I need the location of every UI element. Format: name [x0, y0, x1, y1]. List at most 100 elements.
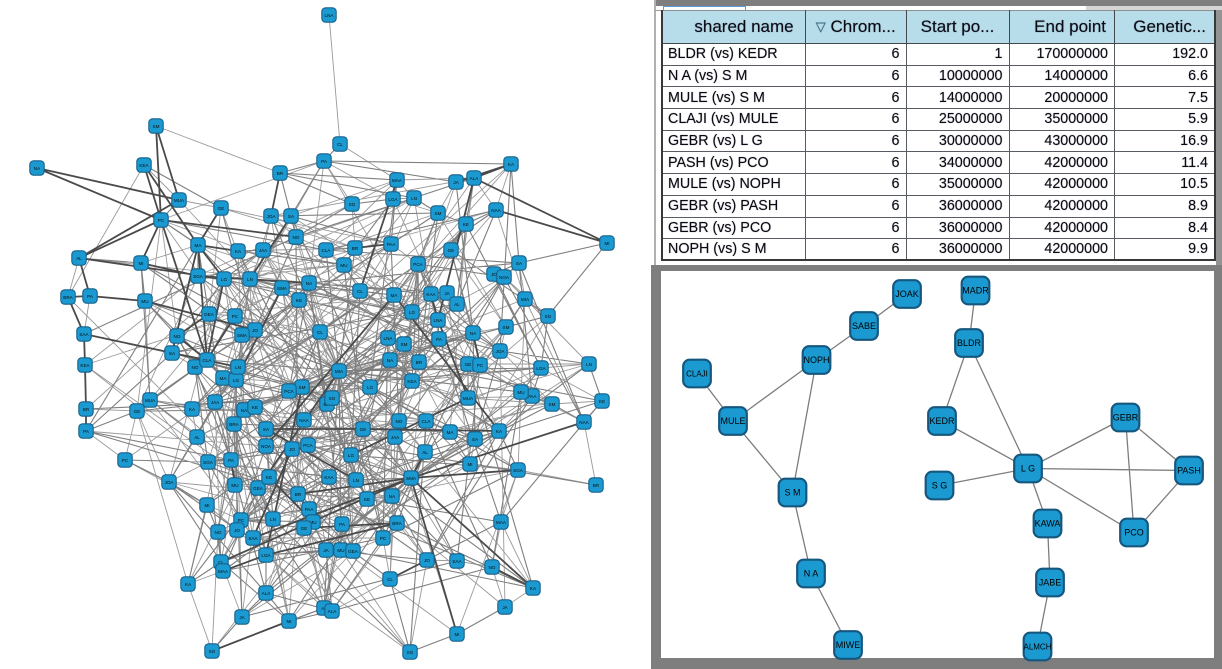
svg-text:SA: SA [263, 427, 270, 432]
svg-text:KA: KA [508, 162, 515, 167]
svg-text:SGA: SGA [203, 460, 214, 465]
svg-text:JA: JA [323, 548, 329, 553]
svg-text:SA: SA [516, 261, 523, 266]
svg-text:BR: BR [416, 360, 423, 365]
svg-text:KE: KE [252, 405, 258, 410]
svg-text:ALA: ALA [328, 609, 338, 614]
svg-text:MU: MU [337, 548, 344, 553]
svg-text:ALA: ALA [470, 176, 480, 181]
svg-text:PASH: PASH [1177, 466, 1201, 476]
svg-text:SG: SG [329, 396, 336, 401]
svg-text:MAA: MAA [218, 569, 229, 574]
svg-text:JO: JO [491, 272, 497, 277]
svg-text:SA: SA [472, 437, 479, 442]
svg-text:JA: JA [502, 605, 508, 610]
svg-text:N A: N A [804, 569, 819, 579]
svg-text:SMA: SMA [277, 286, 288, 291]
svg-text:PA: PA [339, 522, 346, 527]
svg-text:NA: NA [387, 358, 394, 363]
svg-text:BRA: BRA [63, 295, 73, 300]
svg-text:KAA: KAA [426, 292, 436, 297]
svg-text:LN: LN [411, 196, 417, 201]
svg-text:PAA: PAA [528, 394, 538, 399]
svg-text:LN: LN [353, 478, 359, 483]
svg-text:MUA: MUA [145, 398, 156, 403]
svg-text:MUA: MUA [463, 396, 474, 401]
svg-text:SGA: SGA [193, 274, 204, 279]
svg-text:MIWE: MIWE [836, 640, 861, 650]
svg-text:KA: KA [530, 586, 537, 591]
svg-text:SM: SM [435, 211, 442, 216]
svg-text:NOA: NOA [261, 444, 272, 449]
svg-text:GE: GE [360, 427, 367, 432]
svg-text:GE: GE [448, 248, 455, 253]
svg-text:AL: AL [194, 435, 200, 440]
svg-text:CLA: CLA [322, 248, 332, 253]
svg-text:PA: PA [436, 337, 443, 342]
svg-text:MI: MI [286, 619, 291, 624]
svg-text:MI: MI [604, 241, 609, 246]
svg-text:PA: PA [87, 294, 94, 299]
svg-text:MA: MA [391, 293, 399, 298]
svg-text:S M: S M [784, 488, 800, 498]
svg-text:NO: NO [215, 530, 222, 535]
svg-text:SA: SA [288, 214, 295, 219]
svg-text:KEDR: KEDR [929, 416, 955, 426]
svg-text:SG: SG [349, 202, 356, 207]
svg-text:S G: S G [932, 481, 948, 491]
svg-text:JA: JA [239, 615, 245, 620]
svg-text:CL: CL [218, 560, 224, 565]
svg-text:MUA: MUA [174, 198, 185, 203]
svg-text:BR: BR [277, 171, 284, 176]
svg-text:MU: MU [517, 390, 524, 395]
svg-text:MIA: MIA [521, 297, 530, 302]
svg-text:SG: SG [545, 314, 552, 319]
svg-text:MADR: MADR [962, 286, 989, 296]
svg-text:PCA: PCA [413, 262, 423, 267]
svg-text:LNA: LNA [325, 13, 335, 18]
svg-text:GEBR: GEBR [1113, 413, 1139, 423]
svg-text:SM: SM [401, 342, 408, 347]
svg-text:KE: KE [266, 475, 272, 480]
svg-text:SMA: SMA [406, 476, 417, 481]
svg-text:MA: MA [447, 430, 455, 435]
svg-text:CL: CL [337, 142, 343, 147]
svg-text:CL: CL [317, 330, 323, 335]
svg-text:BRA: BRA [229, 422, 239, 427]
svg-text:MAA: MAA [496, 520, 507, 525]
svg-text:KEA: KEA [80, 363, 90, 368]
svg-text:SG: SG [407, 650, 414, 655]
svg-text:LGA: LGA [261, 553, 271, 558]
svg-text:KA: KA [496, 429, 503, 434]
svg-text:AL: AL [422, 450, 428, 455]
svg-text:PA: PA [83, 429, 90, 434]
svg-text:BR: BR [83, 407, 90, 412]
svg-text:MI: MI [467, 462, 472, 467]
svg-text:MULE: MULE [720, 416, 745, 426]
svg-text:PC: PC [232, 314, 239, 319]
svg-text:KEA: KEA [407, 379, 417, 384]
svg-text:MA: MA [195, 243, 203, 248]
svg-text:PA: PA [321, 159, 328, 164]
svg-text:LN: LN [270, 517, 276, 522]
svg-text:LNA: LNA [434, 318, 444, 323]
svg-text:KAWA: KAWA [1035, 519, 1061, 529]
svg-text:GE: GE [134, 409, 141, 414]
svg-text:MIA: MIA [335, 369, 344, 374]
svg-text:PAA: PAA [305, 507, 315, 512]
svg-text:JAA: JAA [391, 435, 400, 440]
svg-text:MI: MI [454, 632, 459, 637]
svg-text:MU: MU [340, 263, 347, 268]
svg-text:CL: CL [357, 289, 363, 294]
svg-text:PCA: PCA [284, 389, 294, 394]
svg-text:GEA: GEA [204, 312, 215, 317]
svg-text:KA: KA [235, 249, 242, 254]
svg-text:JAA: JAA [259, 248, 268, 253]
svg-text:JO: JO [424, 558, 430, 563]
svg-text:NA: NA [34, 166, 41, 171]
svg-text:MAA: MAA [392, 178, 403, 183]
svg-text:PAA: PAA [387, 242, 397, 247]
svg-text:NOA: NOA [499, 275, 510, 280]
svg-text:ALA: ALA [262, 591, 272, 596]
svg-text:GEA: GEA [253, 486, 264, 491]
